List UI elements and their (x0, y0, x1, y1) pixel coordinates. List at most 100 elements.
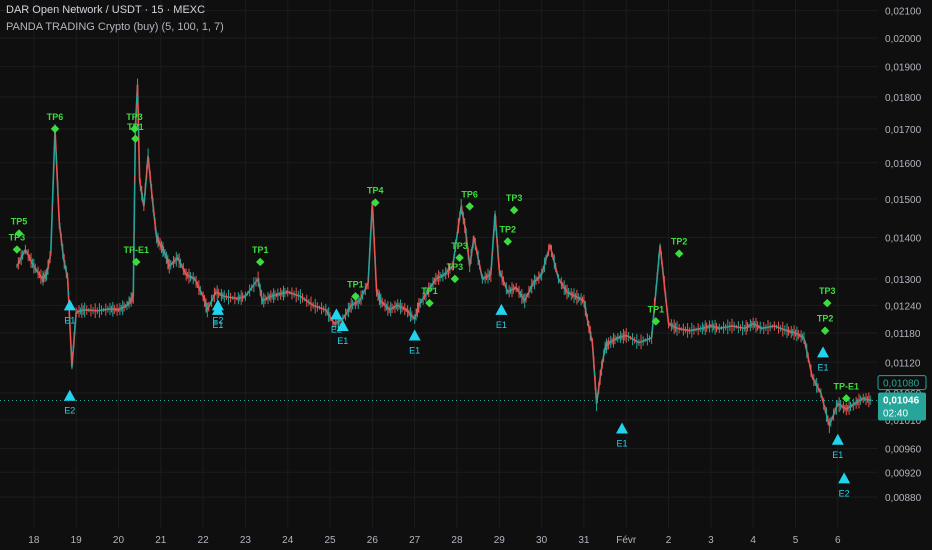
y-tick-label: 0,00920 (885, 468, 922, 479)
y-tick-label: 0,01240 (885, 301, 922, 312)
x-tick-label: 26 (367, 535, 379, 546)
tp-marker-label: TP3 (126, 112, 143, 122)
tp-marker-diamond (50, 124, 60, 134)
entry-marker-label: E2 (64, 406, 75, 416)
x-tick-label: Févr (616, 535, 637, 546)
tp-marker-diamond (130, 124, 139, 134)
y-tick-label: 0,01400 (885, 233, 922, 244)
y-tick-label: 0,01500 (885, 195, 922, 206)
y-tick-label: 0,00880 (885, 493, 922, 504)
x-tick-label: 31 (578, 535, 590, 546)
x-tick-label: 22 (198, 535, 210, 546)
entry-triangle-icon (336, 319, 349, 331)
entry-triangle-icon (63, 389, 76, 401)
tp-marker-diamond (822, 298, 832, 308)
x-tick-label: 28 (451, 535, 463, 546)
tp-marker-label: TP4 (367, 186, 384, 196)
entry-triangle-icon (408, 329, 421, 341)
current-price-badge (878, 392, 926, 421)
x-tick-label: 27 (409, 535, 421, 546)
entry-marker-label: E2 (839, 488, 850, 498)
tp-marker-label: TP6 (461, 189, 478, 199)
symbol-title[interactable]: DAR Open Network / USDT · 15 · MEXC (6, 4, 206, 16)
tp-marker-label: TP3 (9, 233, 26, 243)
tp-marker-diamond (371, 198, 380, 207)
tp-marker-diamond (255, 257, 265, 267)
tp-marker-label: TP1 (252, 245, 269, 255)
entry-triangle-icon (63, 299, 76, 311)
x-tick-label: 21 (155, 535, 167, 546)
tp-marker-diamond (842, 394, 851, 403)
x-tick-label: 30 (536, 535, 548, 546)
y-tick-label: 0,01300 (885, 275, 922, 286)
tp-marker-diamond (351, 292, 360, 301)
entry-marker-label: E1 (817, 362, 828, 372)
entry-marker-label: E1 (616, 438, 627, 448)
x-tick-label: 2 (666, 535, 672, 546)
y-tick-label: 0,00960 (885, 444, 922, 455)
entry-marker-label: E1 (212, 320, 223, 330)
tp-marker-diamond (820, 326, 830, 335)
x-tick-label: 4 (750, 535, 756, 546)
alt-price-label: 0,01080 (883, 379, 920, 390)
x-tick-label: 6 (835, 535, 841, 546)
tp-marker-label: TP1 (421, 286, 438, 296)
tp-marker-diamond (651, 317, 661, 326)
x-tick-label: 18 (28, 535, 40, 546)
y-tick-label: 0,01010 (885, 416, 922, 427)
tp-marker-diamond (131, 134, 140, 144)
tp-marker-label: TP3 (819, 286, 836, 296)
entry-marker-label: E1 (337, 336, 348, 346)
entry-triangle-icon (616, 422, 629, 434)
alt-price-badge (877, 375, 927, 391)
y-tick-label: 0,01180 (885, 329, 921, 340)
entry-triangle-icon (211, 303, 224, 315)
y-tick-label: 0,01800 (885, 93, 922, 104)
tp-marker-label: TP-E1 (834, 381, 860, 391)
entry-marker-label: E1 (496, 320, 507, 330)
current-price-label: 0,01046 (883, 395, 920, 406)
x-tick-label: 19 (71, 535, 83, 546)
entry-marker-label: E1 (64, 315, 75, 325)
tp-marker-diamond (132, 257, 141, 267)
y-tick-label: 0,01600 (885, 159, 922, 170)
tp-marker-diamond (425, 298, 434, 308)
y-tick-label: 0,01900 (885, 63, 922, 74)
tp-marker-label: TP3 (447, 262, 464, 272)
tp-marker-label: TP-E1 (123, 245, 149, 255)
tp-marker-label: TP6 (47, 112, 64, 122)
y-tick-label: 0,01700 (885, 125, 922, 136)
tp-marker-label: TP3 (506, 193, 523, 203)
x-tick-label: 24 (282, 535, 294, 546)
tp-marker-label: TP2 (817, 314, 834, 324)
y-tick-label: 0,02100 (885, 7, 922, 18)
tp-marker-label: TP2 (500, 224, 517, 234)
tp-marker-label: TP1 (648, 304, 665, 314)
tp-marker-label: TP3 (451, 241, 468, 251)
tp-marker-label: TP1 (347, 279, 364, 289)
tp-marker-label: TP5 (11, 216, 28, 226)
x-tick-label: 25 (324, 535, 336, 546)
x-tick-label: 3 (708, 535, 714, 546)
tp-marker-diamond (450, 274, 460, 284)
x-tick-label: 23 (240, 535, 252, 546)
entry-marker-label: E2 (331, 324, 342, 334)
tp-marker-diamond (503, 237, 513, 246)
entry-triangle-icon (838, 472, 851, 484)
indicator-legend[interactable]: PANDA TRADING Crypto (buy) (5, 100, 1, 7… (6, 21, 224, 33)
entry-triangle-icon (330, 308, 343, 320)
x-tick-label: 5 (793, 535, 799, 546)
tp-marker-diamond (465, 202, 474, 211)
entry-marker-label: E1 (409, 345, 420, 355)
entry-marker-label: E2 (212, 315, 223, 325)
countdown-label: 02:40 (883, 408, 908, 419)
entry-triangle-icon (495, 303, 508, 315)
y-tick-label: 0,02000 (885, 34, 922, 45)
y-tick-label: 0,01120 (885, 358, 921, 369)
entry-triangle-icon (831, 433, 844, 445)
entry-triangle-icon (816, 346, 829, 358)
x-tick-label: 29 (494, 535, 506, 546)
